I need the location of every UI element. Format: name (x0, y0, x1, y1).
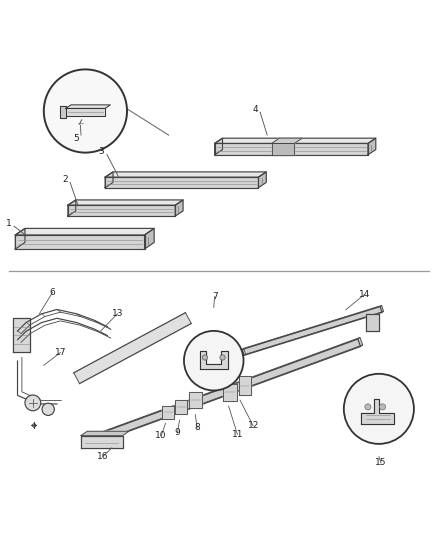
Circle shape (42, 403, 54, 415)
Text: 12: 12 (247, 421, 259, 430)
Polygon shape (200, 351, 228, 369)
Circle shape (44, 69, 127, 152)
Circle shape (202, 355, 208, 360)
Circle shape (25, 395, 41, 411)
Polygon shape (66, 105, 110, 108)
Polygon shape (239, 376, 251, 395)
Circle shape (344, 374, 414, 444)
Text: 4: 4 (252, 105, 258, 114)
Text: 15: 15 (375, 458, 387, 467)
Circle shape (184, 331, 244, 391)
Text: 11: 11 (232, 430, 243, 439)
Polygon shape (162, 406, 174, 419)
Polygon shape (68, 200, 76, 216)
Text: 7: 7 (212, 292, 218, 301)
Polygon shape (145, 229, 154, 249)
Polygon shape (215, 143, 368, 155)
Polygon shape (258, 172, 266, 188)
Text: 10: 10 (155, 431, 167, 440)
Text: 2: 2 (62, 175, 67, 184)
Polygon shape (368, 138, 376, 155)
Text: 1: 1 (6, 219, 12, 228)
Polygon shape (68, 205, 175, 216)
Polygon shape (81, 431, 129, 435)
Polygon shape (105, 172, 266, 177)
Polygon shape (60, 106, 66, 118)
Polygon shape (223, 384, 237, 401)
Polygon shape (15, 235, 145, 249)
Text: 6: 6 (49, 288, 56, 297)
Text: 3: 3 (99, 147, 105, 156)
Polygon shape (66, 108, 105, 116)
Text: 5: 5 (74, 134, 80, 143)
Polygon shape (15, 229, 154, 235)
Text: 14: 14 (359, 290, 370, 299)
Text: 8: 8 (194, 424, 200, 432)
Polygon shape (105, 172, 113, 188)
Polygon shape (272, 143, 294, 155)
Polygon shape (366, 314, 379, 331)
Circle shape (220, 355, 225, 360)
Text: 9: 9 (174, 429, 180, 438)
Polygon shape (175, 200, 183, 216)
Polygon shape (105, 177, 258, 188)
Circle shape (379, 404, 385, 410)
Polygon shape (81, 435, 123, 448)
Polygon shape (361, 399, 394, 424)
Polygon shape (215, 138, 223, 155)
Polygon shape (84, 337, 363, 446)
Polygon shape (82, 339, 360, 447)
Polygon shape (215, 138, 376, 143)
Polygon shape (244, 305, 384, 354)
Text: 17: 17 (55, 348, 66, 357)
Polygon shape (15, 229, 25, 249)
Polygon shape (242, 306, 382, 356)
Polygon shape (272, 138, 302, 143)
Polygon shape (74, 313, 191, 384)
Polygon shape (13, 318, 30, 352)
Text: 13: 13 (112, 309, 123, 318)
Polygon shape (175, 400, 187, 414)
Polygon shape (189, 392, 202, 408)
Circle shape (365, 404, 371, 410)
Text: 16: 16 (97, 452, 109, 461)
Polygon shape (68, 200, 183, 205)
